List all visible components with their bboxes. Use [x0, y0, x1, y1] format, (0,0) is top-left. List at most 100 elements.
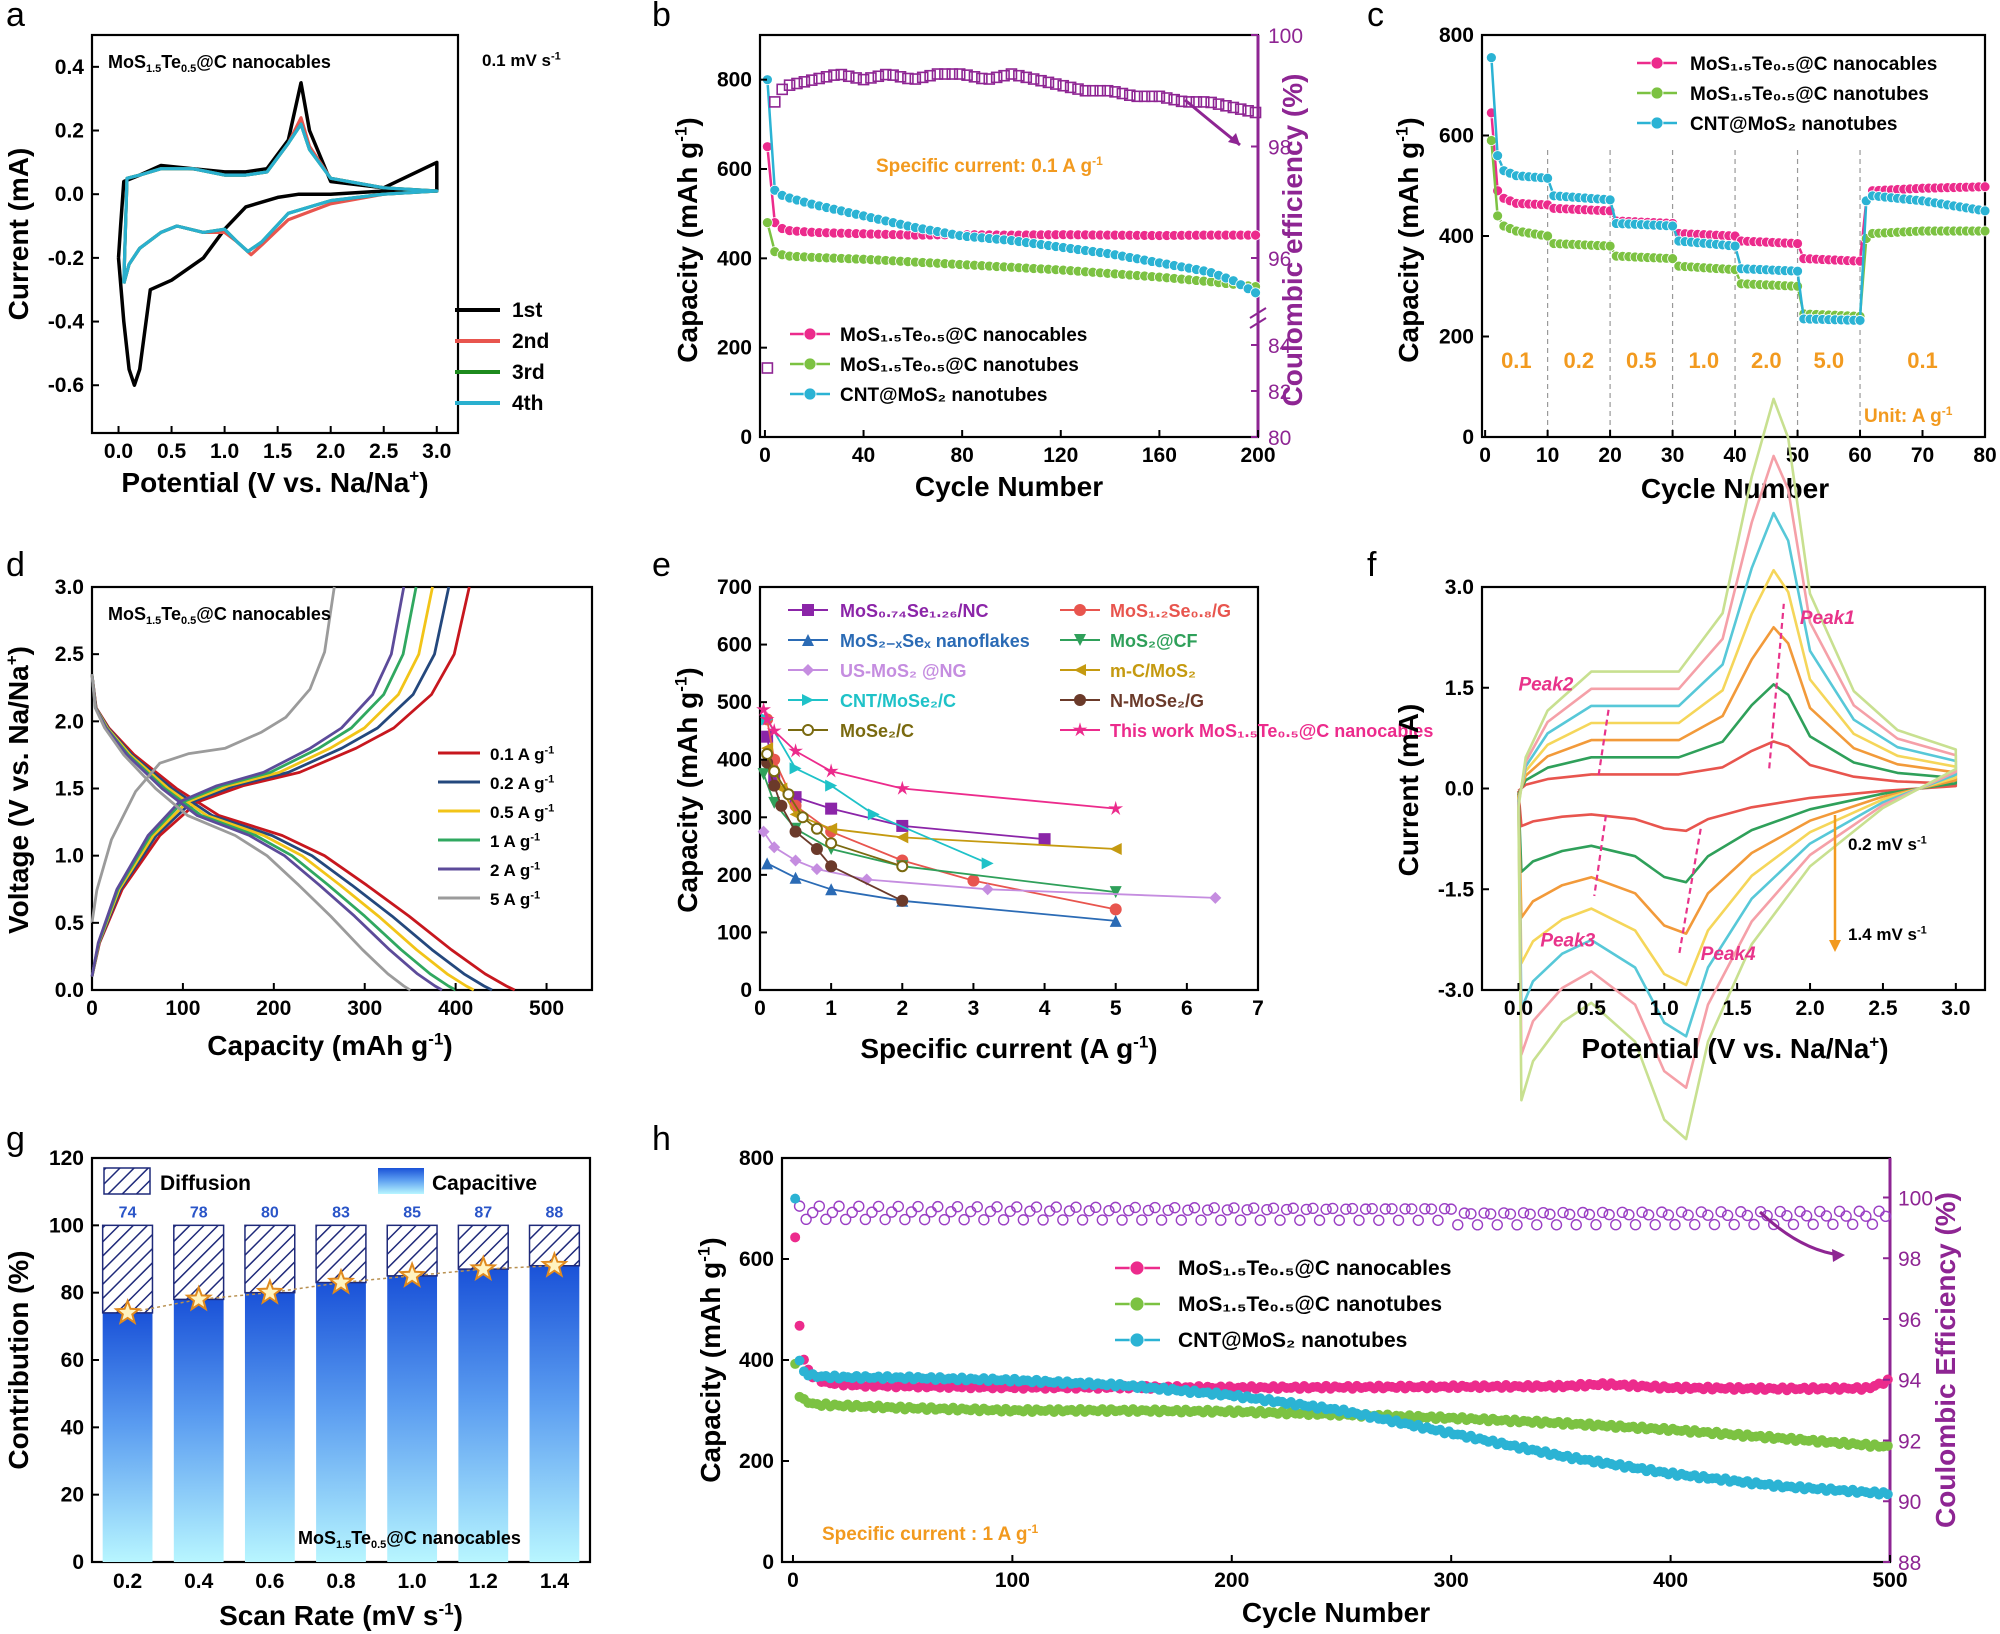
panel-e-point-9: [759, 711, 775, 726]
panel-e-point-7: [789, 825, 802, 838]
panel-g-data-label: 88: [546, 1204, 564, 1221]
panel-g-material: MoS1.5Te0.5@C nanocables: [298, 1528, 521, 1551]
panel-f-peak-arrow: [1593, 815, 1608, 897]
panel-h-ce-point: [918, 1213, 931, 1226]
panel-b-ylabel-part-2: ): [672, 117, 703, 126]
panel-e-point-2: [1109, 914, 1122, 927]
panel-c-point-2: [1492, 150, 1504, 162]
panel-h-ce-point: [1392, 1214, 1405, 1226]
panel-h-ce-point: [1116, 1214, 1128, 1226]
panel-h-ce-point: [1610, 1219, 1622, 1231]
panel-h-ce-point: [1669, 1218, 1681, 1231]
panel-h-point-2: [790, 1193, 801, 1204]
panel-h-ce-point: [1642, 1209, 1655, 1221]
panel-h-ce-point: [872, 1200, 885, 1213]
panel-a-scanrate-part-0: 0.1 mV s: [482, 51, 551, 70]
panel-h-ce-point: [793, 1200, 806, 1212]
panel-h-ce-point: [1708, 1218, 1721, 1231]
panel-b-current-part-1: -1: [1092, 154, 1103, 168]
panel-b-ce-point: [783, 79, 796, 91]
panel-a-legend-label: 2nd: [512, 330, 549, 353]
panel-h-ce-point: [1366, 1202, 1378, 1215]
panel-h-ce-point: [1728, 1218, 1740, 1231]
panel-g-material-part-1: 1.5: [336, 1539, 351, 1551]
5-ytick-label: 3.0: [1445, 576, 1474, 599]
panel-f-rate-lo: 0.2 mV s-1: [1848, 835, 1927, 854]
panel-e-point-4: [1209, 891, 1222, 904]
panel-b-ylabel: Capacity (mAh g-1): [671, 117, 703, 362]
7-ytick-label: 400: [739, 1349, 774, 1372]
panel-b-ce-point: [791, 77, 803, 90]
4-xtick-label: 5: [1110, 997, 1122, 1020]
2-ytick-label: 400: [1439, 225, 1474, 248]
panel-d-ylabel-part-0: Voltage (V vs. Na/Na: [3, 665, 34, 934]
panel-d-material-part-1: 1.5: [146, 615, 161, 627]
panel-b-ce-point: [828, 69, 840, 81]
panel-h-ce-point: [1715, 1206, 1727, 1218]
panel-d-legend-label: 1 A g-1: [490, 832, 540, 851]
panel-g-material-part-2: Te: [351, 1528, 371, 1548]
panel-h-ce-point: [1333, 1214, 1345, 1226]
panel-e-legend-label: N-MoSe₂/G: [1110, 691, 1204, 711]
panel-f-peak-arrow: [1597, 707, 1610, 776]
panel-f-rate-hi-part-0: 1.4 mV s: [1848, 925, 1917, 944]
2-xtick-label: 0: [1479, 444, 1491, 467]
panel-b-ce-point: [983, 73, 996, 85]
panel-g-xlabel: Scan Rate (mV s-1): [219, 1599, 463, 1631]
panel-letter-h: h: [652, 1120, 671, 1158]
panel-a-xlabel: Potential (V vs. Na/Na+): [121, 466, 428, 498]
panel-h-ce-point: [1300, 1203, 1313, 1216]
panel-e-point-0: [1038, 833, 1051, 846]
panel-b-ce-point: [1220, 100, 1232, 112]
panel-e-legend-marker: [802, 694, 814, 706]
panel-c-rate-label: 2.0: [1751, 348, 1782, 373]
panel-h-ce-point: [1438, 1202, 1451, 1215]
panel-g-xtick-label: 1.4: [540, 1570, 570, 1593]
panel-f-peak-label: Peak2: [1518, 674, 1573, 695]
panel-a-material-part-3: 0.5: [181, 63, 196, 75]
panel-letter-c: c: [1367, 0, 1384, 34]
panel-b-ce-point: [798, 76, 811, 88]
5-xtick-label: 0.0: [1504, 997, 1533, 1020]
panel-f-cv-6: [1517, 397, 1958, 1141]
panel-h-ce-point: [1228, 1202, 1240, 1214]
panel-b-ce-point: [998, 69, 1010, 82]
panel-d-xlabel-part-1: -1: [428, 1029, 443, 1048]
panel-d-discharge-4: [90, 674, 443, 992]
4-xtick-label: 1: [825, 997, 837, 1020]
panel-e-legend-marker: [1074, 694, 1086, 706]
panel-g-xtick-label: 1.2: [469, 1570, 498, 1593]
panel-h-ce-point: [1215, 1214, 1227, 1226]
panel-b-ce-point: [1116, 87, 1129, 100]
panel-g-legend-diffusion: Diffusion: [160, 1172, 251, 1195]
panel-d-legend-label-part-0: 1 A g: [490, 832, 530, 851]
panel-e-xlabel: Specific current (A g-1): [860, 1032, 1157, 1064]
3-ytick-label: 3.0: [55, 576, 84, 599]
panel-h-y2tick-label: 94: [1898, 1370, 1922, 1393]
panel-g-data-label: 87: [474, 1204, 492, 1221]
panel-h-legend-label: CNT@MoS₂ nanotubes: [1178, 1329, 1407, 1352]
panel-e-line-5: [766, 747, 1116, 850]
panel-f-rate-arrowhead: [1829, 940, 1841, 952]
panel-c-rate-label: 0.1: [1907, 348, 1938, 373]
panel-e: MoS₀.₇₄Se₁.₂₆/NC MoS₂₋ₓSeₓ nanoflakes US-M…: [652, 546, 1433, 1064]
panel-e-point-6: [867, 808, 880, 821]
panel-e-point-9: [894, 780, 910, 795]
panel-letter-f: f: [1367, 546, 1377, 584]
panel-h-ce-point: [1386, 1203, 1398, 1215]
panel-b-ce-point: [1212, 98, 1225, 110]
panel-a-legend-label: 3rd: [512, 361, 545, 384]
panel-h-y2tick-label: 98: [1898, 1248, 1921, 1271]
panel-h-ce-point: [1320, 1203, 1332, 1216]
panel-b-ce-point: [857, 73, 870, 86]
panel-letter-b: b: [652, 0, 671, 34]
panel-b-point-2: [769, 184, 781, 196]
panel-a-scanrate-part-1: -1: [551, 51, 561, 63]
panel-d-charge-4: [90, 586, 406, 977]
panel-h-ce-point: [1149, 1201, 1161, 1214]
panel-c: 0.1 0.2 0.5 1.0 2.0 5.0 0.10 10 20 30 40 50 60 70 8002…: [1367, 0, 1997, 504]
0-xtick-label: 1.0: [210, 440, 239, 463]
2-ytick-label: 0: [1462, 426, 1474, 449]
0-xtick-label: 0.5: [157, 440, 187, 463]
6-ytick-label: 60: [61, 1349, 84, 1372]
